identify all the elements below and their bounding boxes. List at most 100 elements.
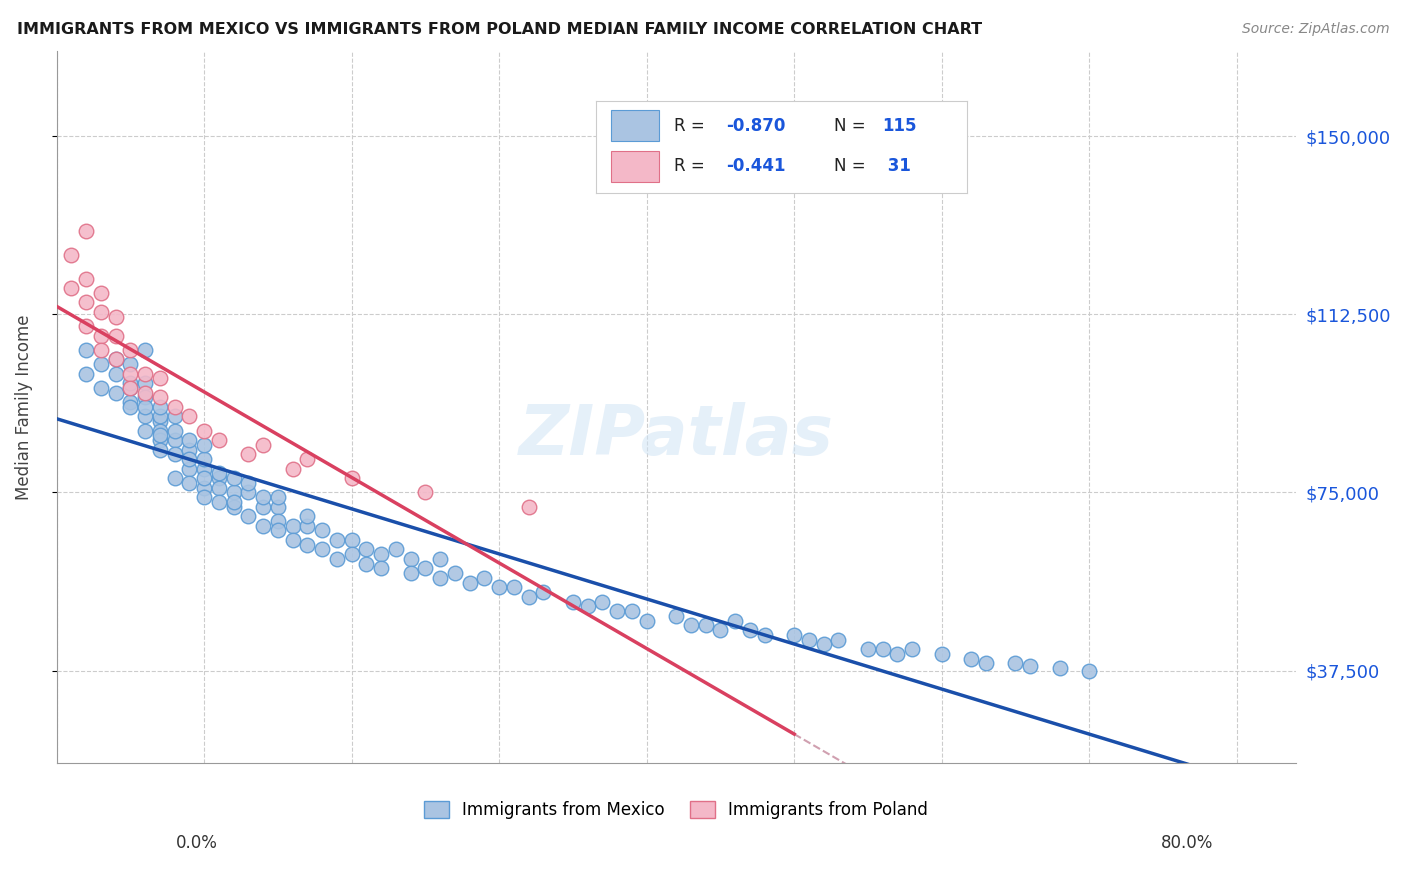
Point bbox=[90, 381, 112, 395]
Text: ZIPatlas: ZIPatlas bbox=[519, 402, 834, 469]
Point bbox=[340, 471, 363, 485]
Point bbox=[901, 642, 924, 657]
Point bbox=[886, 647, 908, 661]
Point bbox=[75, 343, 97, 357]
Point bbox=[179, 452, 201, 467]
Point bbox=[120, 367, 142, 381]
Point bbox=[252, 490, 274, 504]
Point bbox=[458, 575, 481, 590]
Point bbox=[297, 518, 319, 533]
Point bbox=[163, 447, 186, 461]
Point bbox=[149, 371, 172, 385]
Point bbox=[75, 367, 97, 381]
Point bbox=[104, 310, 127, 324]
Point bbox=[281, 533, 304, 547]
Point bbox=[90, 285, 112, 300]
Point bbox=[827, 632, 849, 647]
Point bbox=[679, 618, 702, 632]
Point bbox=[75, 271, 97, 285]
Point bbox=[754, 628, 776, 642]
Point bbox=[163, 471, 186, 485]
Point bbox=[149, 442, 172, 457]
Point bbox=[75, 224, 97, 238]
Point bbox=[179, 461, 201, 475]
Text: IMMIGRANTS FROM MEXICO VS IMMIGRANTS FROM POLAND MEDIAN FAMILY INCOME CORRELATIO: IMMIGRANTS FROM MEXICO VS IMMIGRANTS FRO… bbox=[17, 22, 981, 37]
Point bbox=[134, 376, 156, 391]
Point bbox=[252, 500, 274, 514]
Point bbox=[356, 557, 378, 571]
Point bbox=[1049, 661, 1071, 675]
Text: 80.0%: 80.0% bbox=[1161, 834, 1213, 852]
Point bbox=[193, 461, 215, 475]
Point bbox=[179, 442, 201, 457]
Point bbox=[60, 248, 83, 262]
Point bbox=[75, 295, 97, 310]
Point bbox=[179, 409, 201, 424]
Point bbox=[134, 409, 156, 424]
Point bbox=[149, 414, 172, 428]
Point bbox=[134, 391, 156, 405]
Point bbox=[399, 552, 422, 566]
Point bbox=[90, 357, 112, 371]
Point bbox=[252, 518, 274, 533]
Point bbox=[90, 343, 112, 357]
Point bbox=[636, 614, 658, 628]
Point bbox=[149, 424, 172, 438]
Point bbox=[222, 485, 245, 500]
Point bbox=[222, 500, 245, 514]
Point bbox=[356, 542, 378, 557]
Point bbox=[399, 566, 422, 581]
Point bbox=[120, 343, 142, 357]
Point bbox=[134, 385, 156, 400]
Text: Source: ZipAtlas.com: Source: ZipAtlas.com bbox=[1241, 22, 1389, 37]
Point bbox=[856, 642, 879, 657]
Point bbox=[429, 571, 451, 585]
Point bbox=[297, 538, 319, 552]
Point bbox=[415, 561, 437, 575]
Point bbox=[974, 657, 997, 671]
Point bbox=[208, 467, 231, 481]
Point bbox=[326, 552, 349, 566]
Point bbox=[120, 376, 142, 391]
Point bbox=[252, 438, 274, 452]
Point bbox=[297, 509, 319, 524]
Point bbox=[179, 433, 201, 447]
Point bbox=[238, 475, 260, 490]
Point bbox=[238, 485, 260, 500]
Point bbox=[238, 447, 260, 461]
Point bbox=[163, 433, 186, 447]
Point bbox=[1019, 658, 1042, 673]
Point bbox=[797, 632, 820, 647]
Point bbox=[134, 424, 156, 438]
Point bbox=[1004, 657, 1026, 671]
Point bbox=[208, 481, 231, 495]
Point bbox=[576, 599, 599, 614]
Point bbox=[208, 495, 231, 509]
Point bbox=[120, 395, 142, 409]
Point bbox=[281, 518, 304, 533]
Point bbox=[179, 475, 201, 490]
Point bbox=[193, 452, 215, 467]
Point bbox=[474, 571, 496, 585]
Point bbox=[163, 424, 186, 438]
Point bbox=[444, 566, 467, 581]
Point bbox=[238, 509, 260, 524]
Point bbox=[222, 471, 245, 485]
Point bbox=[208, 471, 231, 485]
Point bbox=[533, 585, 555, 599]
Text: 0.0%: 0.0% bbox=[176, 834, 218, 852]
Point bbox=[281, 461, 304, 475]
Point bbox=[267, 490, 290, 504]
Point bbox=[193, 490, 215, 504]
Point bbox=[193, 424, 215, 438]
Point bbox=[104, 352, 127, 367]
Point bbox=[724, 614, 747, 628]
Point bbox=[193, 438, 215, 452]
Point bbox=[90, 328, 112, 343]
Point bbox=[75, 319, 97, 334]
Point bbox=[1078, 664, 1101, 678]
Point bbox=[591, 594, 613, 608]
Point bbox=[561, 594, 583, 608]
Point bbox=[488, 581, 510, 595]
Point bbox=[120, 400, 142, 414]
